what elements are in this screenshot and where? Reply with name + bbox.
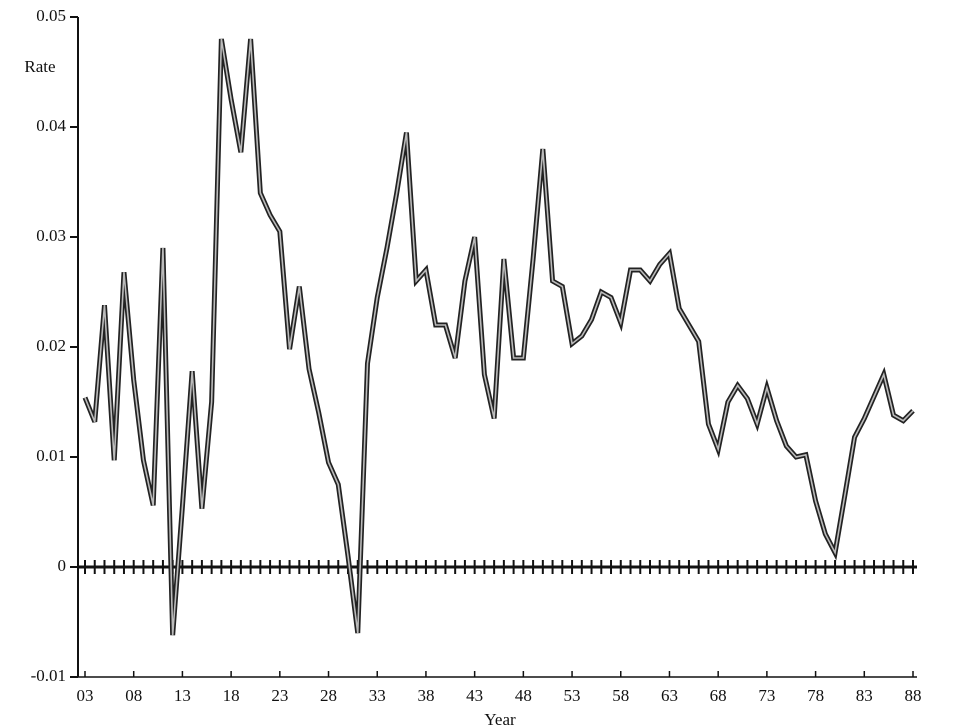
series-line — [84, 38, 914, 636]
x-tick-label: 48 — [515, 686, 532, 705]
x-tick-label: 28 — [320, 686, 337, 705]
x-tick-label: 53 — [564, 686, 581, 705]
x-tick-label: 83 — [856, 686, 873, 705]
x-tick-label: 58 — [612, 686, 629, 705]
x-tick-label: 78 — [807, 686, 824, 705]
x-tick-label: 43 — [466, 686, 483, 705]
y-tick-label: 0.04 — [36, 116, 66, 135]
x-tick-label: 38 — [417, 686, 434, 705]
x-tick-label: 73 — [758, 686, 775, 705]
x-tick-label: 18 — [223, 686, 240, 705]
x-tick-label: 03 — [77, 686, 94, 705]
x-tick-label: 63 — [661, 686, 678, 705]
y-tick-label: 0.05 — [36, 6, 66, 25]
y-axis-label: Rate — [24, 57, 55, 76]
y-tick-label: 0.01 — [36, 446, 66, 465]
y-tick-label: 0.02 — [36, 336, 66, 355]
x-tick-label: 08 — [125, 686, 142, 705]
x-tick-label: 88 — [905, 686, 922, 705]
x-tick-label: 13 — [174, 686, 191, 705]
y-tick-label: 0 — [58, 556, 67, 575]
x-tick-label: 68 — [710, 686, 727, 705]
y-tick-label: -0.01 — [31, 666, 66, 685]
x-axis-label: Year — [484, 710, 516, 726]
x-tick-label: 23 — [271, 686, 288, 705]
y-tick-label: 0.03 — [36, 226, 66, 245]
x-tick-label: 33 — [369, 686, 386, 705]
